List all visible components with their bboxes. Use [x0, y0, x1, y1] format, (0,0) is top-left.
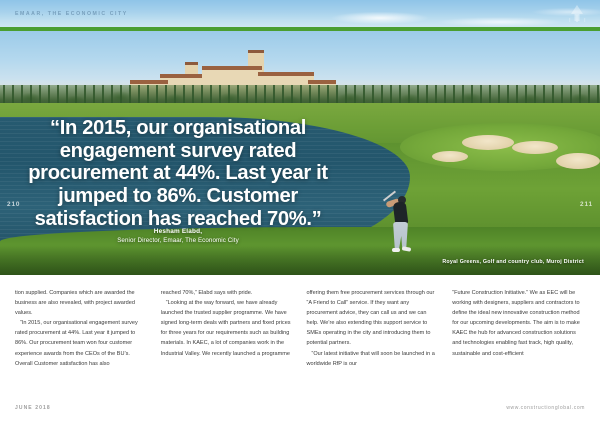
photo-caption: Royal Greens, Golf and country club, Mur… — [442, 259, 584, 265]
attribution-name: Hesham Elabd, — [153, 228, 203, 235]
cloud-texture — [300, 2, 600, 27]
golfer-icon — [382, 190, 416, 256]
pull-quote: “In 2015, our organisational engagement … — [28, 117, 328, 230]
body-paragraph: offering them free procurement services … — [306, 290, 435, 347]
foreground-shadow — [0, 244, 600, 275]
body-paragraph: reached 70%,” Elabd says with pride. — [160, 290, 253, 296]
bunker — [556, 153, 600, 169]
accent-rule — [0, 27, 600, 31]
body-paragraph: “Future Construction Initiative.” We as … — [452, 290, 580, 357]
attribution-role: Senior Director, Emaar, The Economic Cit… — [117, 236, 239, 244]
body-paragraph: “Our latest initiative that will soon be… — [306, 350, 435, 367]
body-column-2: reached 70%,” Elabd says with pride. “Loo… — [161, 288, 294, 392]
body-column-1: tion supplied. Companies which are award… — [15, 288, 148, 392]
body-paragraph: tion supplied. Companies which are award… — [15, 290, 135, 317]
header-sky-band — [0, 0, 600, 27]
footer-website-url[interactable]: www.constructionglobal.com — [506, 405, 585, 411]
bunker — [512, 141, 558, 154]
body-paragraph: “In 2015, our organisational engagement … — [15, 320, 138, 367]
body-columns: tion supplied. Companies which are award… — [15, 288, 585, 392]
running-head: EMAAR, THE ECONOMIC CITY — [15, 11, 128, 17]
bunker — [462, 135, 514, 150]
tree-logo-icon — [566, 3, 588, 24]
bunker — [432, 151, 468, 162]
body-paragraph: “Looking at the way forward, we have alr… — [160, 300, 291, 357]
body-column-3: offering them free procurement services … — [307, 288, 440, 392]
page-number-right: 211 — [579, 201, 593, 208]
body-column-4: “Future Construction Initiative.” We as … — [452, 288, 585, 392]
footer-issue-date: JUNE 2018 — [15, 405, 51, 411]
hero-photograph — [0, 31, 600, 275]
page-number-left: 210 — [7, 201, 21, 208]
quote-attribution: Hesham Elabd, Senior Director, Emaar, Th… — [18, 228, 338, 244]
